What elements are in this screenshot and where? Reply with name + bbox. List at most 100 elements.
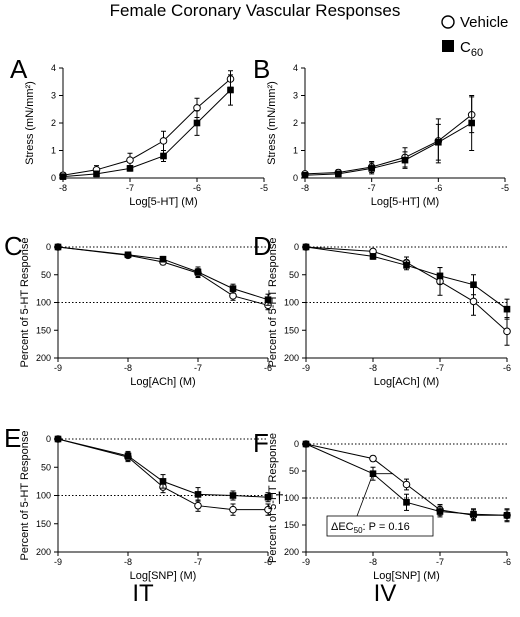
x-tick-label: -9 (302, 363, 310, 373)
panel-c: C -9 -8 -7 -6 0 50 100 150 200 Log[ACh] (M) Percent… (4, 231, 272, 388)
x-tick-label: -8 (124, 557, 132, 567)
panel-label: C (4, 231, 23, 261)
y-axis-label: Percent of 5-HT Response (267, 433, 279, 563)
panel-label: B (253, 54, 270, 84)
route-label-it: IT (132, 580, 154, 607)
y-tick-label: 50 (41, 270, 51, 280)
x-tick-label: -5 (260, 183, 268, 193)
x-tick-label: -7 (126, 183, 134, 193)
series-line-c60 (57, 438, 269, 498)
y-tick-label: 4 (293, 63, 298, 73)
annotation-pointer (356, 473, 374, 517)
x-tick-label: -8 (369, 557, 377, 567)
y-axis-label: Stress (mN/mm²) (24, 81, 36, 165)
x-axis-label: Log[5-HT] (M) (129, 196, 197, 208)
data-point-vehicle (194, 501, 202, 510)
series-line-vehicle (62, 78, 231, 176)
data-point-c60 (503, 511, 511, 519)
panel-f: F -9 -8 -7 -6 0 50 100 150 200 Log[SNP] (M) Percent… (253, 428, 511, 582)
x-axis-label: Log[ACh] (M) (374, 376, 439, 388)
y-tick-label: 1 (51, 146, 56, 156)
x-tick-label: -6 (264, 363, 272, 373)
series-line-c60 (305, 246, 508, 310)
figure-title: Female Coronary Vascular Responses (110, 1, 401, 20)
significance-dagger: † (275, 490, 284, 507)
y-axis-label: Stress (mN/mm²) (266, 81, 278, 165)
data-point-c60 (468, 119, 475, 127)
y-tick-label: 200 (36, 353, 51, 363)
panel-label: D (253, 231, 272, 261)
data-point-c60 (470, 510, 477, 518)
route-label-iv: IV (374, 580, 397, 607)
x-axis-label: Log[ACh] (M) (130, 376, 195, 388)
y-axis-label: Percent of 5-HT Response (19, 430, 31, 560)
legend: Vehicle C60 (441, 14, 508, 59)
x-tick-label: -8 (301, 183, 309, 193)
data-point-vehicle (229, 505, 237, 514)
y-tick-label: 200 (36, 547, 51, 557)
y-tick-label: 50 (289, 466, 299, 476)
y-tick-label: 150 (284, 520, 299, 530)
y-tick-label: 150 (36, 325, 51, 335)
y-tick-label: 50 (41, 462, 51, 472)
y-tick-label: 100 (36, 298, 51, 308)
data-point-c60 (54, 435, 62, 443)
data-point-c60 (126, 165, 134, 172)
data-point-c60 (159, 478, 167, 485)
legend-c60-marker (442, 40, 454, 52)
y-tick-label: 0 (51, 173, 56, 183)
data-point-c60 (193, 119, 201, 127)
x-tick-label: -8 (59, 183, 67, 193)
data-point-c60 (368, 165, 375, 172)
x-tick-label: -7 (436, 557, 444, 567)
panel-label: F (253, 428, 269, 458)
data-point-c60 (227, 86, 234, 94)
y-axis-label: Percent of 5-HT Response (267, 237, 279, 367)
data-point-c60 (503, 305, 511, 313)
y-tick-label: 100 (284, 298, 299, 308)
x-tick-label: -8 (369, 363, 377, 373)
x-tick-label: -9 (54, 363, 62, 373)
legend-vehicle-label: Vehicle (460, 14, 508, 31)
x-tick-label: -8 (124, 363, 132, 373)
panel-label: E (4, 423, 21, 453)
panel-a: A -8 -7 -6 -5 0 1 2 3 4 Log[5-HT] (M) Stress (mN/mm… (10, 54, 268, 208)
data-point-c60 (470, 281, 477, 289)
panel-e: E -9 -8 -7 -6 0 50 100 150 200 Log[SNP] (M) Percent… (4, 423, 284, 582)
x-axis-label: Log[5-HT] (M) (371, 196, 439, 208)
y-tick-label: 0 (294, 439, 299, 449)
series-line-vehicle (304, 114, 473, 175)
data-point-c60 (264, 296, 272, 304)
data-point-c60 (264, 493, 272, 501)
legend-c60-label: C60 (460, 39, 483, 59)
annotation-text: ΔEC50: P = 0.16 (331, 521, 410, 535)
data-point-c60 (59, 173, 67, 180)
data-point-c60 (229, 492, 237, 499)
x-tick-label: -7 (194, 363, 202, 373)
data-point-c60 (54, 243, 62, 251)
data-point-c60 (93, 170, 100, 178)
y-tick-label: 150 (284, 325, 299, 335)
panels: A -8 -7 -6 -5 0 1 2 3 4 Log[5-HT] (M) Stress (mN/mm… (4, 54, 511, 582)
data-point-vehicle (469, 297, 478, 306)
y-tick-label: 3 (293, 91, 298, 101)
y-tick-label: 4 (51, 63, 56, 73)
y-tick-label: 2 (51, 118, 56, 128)
y-tick-label: 50 (289, 270, 299, 280)
panel-d: D -9 -8 -7 -6 0 50 100 150 200 Log[ACh] (M) Percent… (253, 231, 511, 388)
x-tick-label: -6 (434, 183, 442, 193)
series-line-c60 (304, 122, 472, 176)
data-point-c60 (159, 255, 167, 263)
x-tick-label: -7 (436, 363, 444, 373)
panel-label: A (10, 54, 28, 84)
data-point-c60 (194, 268, 202, 276)
data-point-c60 (302, 243, 310, 251)
data-point-c60 (403, 499, 410, 506)
y-axis-label: Percent of 5-HT Response (19, 237, 31, 367)
y-tick-label: 0 (293, 173, 298, 183)
y-tick-label: 0 (46, 242, 51, 252)
series-line-c60 (57, 246, 269, 301)
series-line-vehicle (305, 443, 507, 516)
data-point-c60 (369, 253, 377, 260)
annotation-box (326, 515, 434, 537)
